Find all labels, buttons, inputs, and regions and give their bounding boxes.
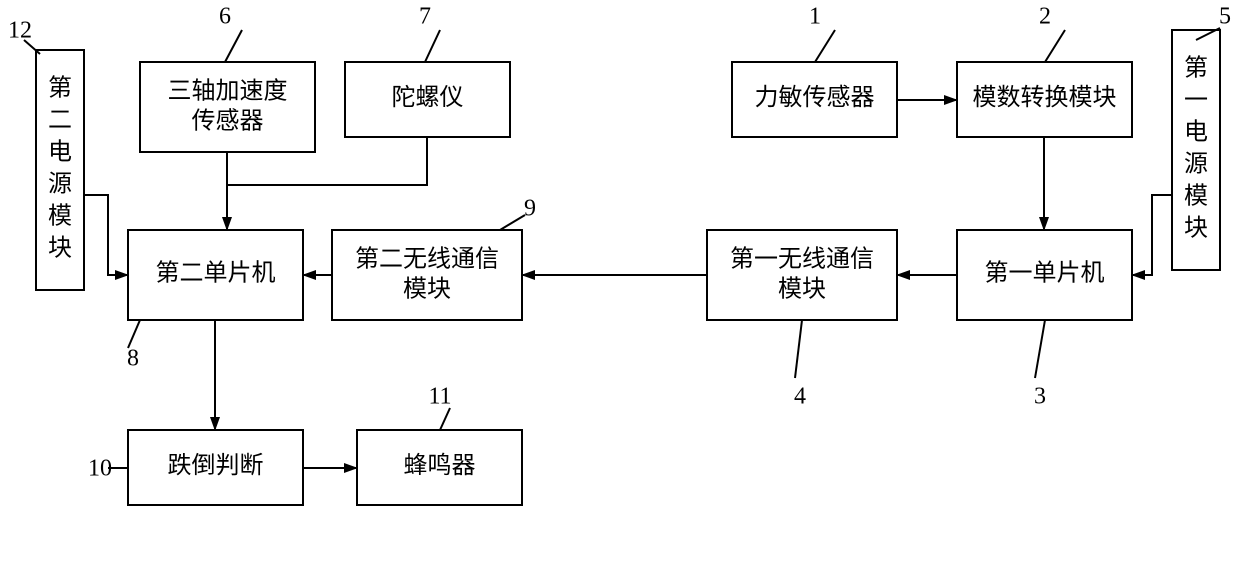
node-wireless2-label2: 模块 (403, 276, 451, 303)
node-wireless1: 第一无线通信模块 (707, 230, 897, 320)
node-power1-label: 块 (1184, 215, 1208, 242)
callout-n12: 12 (8, 18, 40, 55)
node-mcu2: 第二单片机 (128, 230, 303, 320)
node-power1-label: 第 (1184, 55, 1208, 82)
node-accel_sensor-label2: 传感器 (192, 108, 264, 135)
node-power2-label: 第 (48, 75, 72, 102)
node-power2-label: 源 (48, 171, 72, 198)
callout-n8: 8 (127, 320, 140, 372)
callout-n2-number: 2 (1039, 4, 1051, 30)
callout-n1-number: 1 (809, 4, 821, 30)
node-gyroscope-label: 陀螺仪 (392, 84, 464, 111)
node-mcu1: 第一单片机 (957, 230, 1132, 320)
node-fall_detect: 跌倒判断 (128, 430, 303, 505)
edge-power1-mcu1 (1132, 195, 1172, 275)
callout-n6: 6 (219, 4, 242, 63)
node-power2-label: 二 (48, 108, 72, 134)
callout-n7: 7 (419, 4, 440, 63)
callout-n12-number: 12 (8, 18, 32, 44)
callout-n1: 1 (809, 4, 835, 63)
node-adc_module-label: 模数转换模块 (973, 84, 1117, 111)
callout-n6-number: 6 (219, 4, 231, 30)
callout-n8-number: 8 (127, 346, 139, 372)
callout-n11: 11 (428, 384, 451, 431)
node-power1: 第一电源模块 (1172, 30, 1220, 270)
node-buzzer: 蜂鸣器 (357, 430, 522, 505)
callout-n4-number: 4 (794, 384, 806, 410)
node-buzzer-label: 蜂鸣器 (404, 452, 476, 479)
callout-n9-number: 9 (524, 196, 536, 222)
node-mcu1-label: 第一单片机 (985, 260, 1105, 287)
node-power1-label: 一 (1184, 88, 1208, 114)
node-gyroscope: 陀螺仪 (345, 62, 510, 137)
callout-n10-number: 10 (88, 456, 112, 482)
node-power1-label: 模 (1184, 183, 1208, 210)
callout-n3-number: 3 (1034, 384, 1046, 410)
callout-n9: 9 (500, 196, 536, 231)
block-diagram: 力敏传感器模数转换模块第一单片机第一无线通信模块第一电源模块三轴加速度传感器陀螺… (0, 0, 1240, 569)
node-wireless1-label2: 模块 (778, 276, 826, 303)
node-power2-label: 块 (48, 235, 72, 262)
node-accel_sensor: 三轴加速度传感器 (140, 62, 315, 152)
callout-n11-number: 11 (428, 384, 451, 410)
callout-n7-number: 7 (419, 4, 431, 30)
node-mcu2-label: 第二单片机 (156, 260, 276, 287)
callout-n5-number: 5 (1219, 4, 1231, 30)
node-power2: 第二电源模块 (36, 50, 84, 290)
callout-n4: 4 (794, 320, 806, 410)
node-power2-label: 电 (48, 139, 72, 166)
callout-n10: 10 (88, 456, 128, 482)
node-force_sensor: 力敏传感器 (732, 62, 897, 137)
callout-n3: 3 (1034, 320, 1046, 410)
node-wireless1-label: 第一无线通信 (730, 246, 874, 273)
node-wireless2: 第二无线通信模块 (332, 230, 522, 320)
node-power1-label: 电 (1184, 119, 1208, 146)
node-adc_module: 模数转换模块 (957, 62, 1132, 137)
node-power1-label: 源 (1184, 151, 1208, 178)
callout-n2: 2 (1039, 4, 1065, 63)
node-force_sensor-label: 力敏传感器 (755, 84, 875, 111)
edge-power2-mcu2 (84, 195, 128, 275)
node-power2-label: 模 (48, 203, 72, 230)
node-wireless2-label: 第二无线通信 (355, 246, 499, 273)
node-accel_sensor-label: 三轴加速度 (168, 78, 288, 105)
nodes-layer: 力敏传感器模数转换模块第一单片机第一无线通信模块第一电源模块三轴加速度传感器陀螺… (36, 30, 1220, 505)
node-fall_detect-label: 跌倒判断 (168, 452, 264, 479)
